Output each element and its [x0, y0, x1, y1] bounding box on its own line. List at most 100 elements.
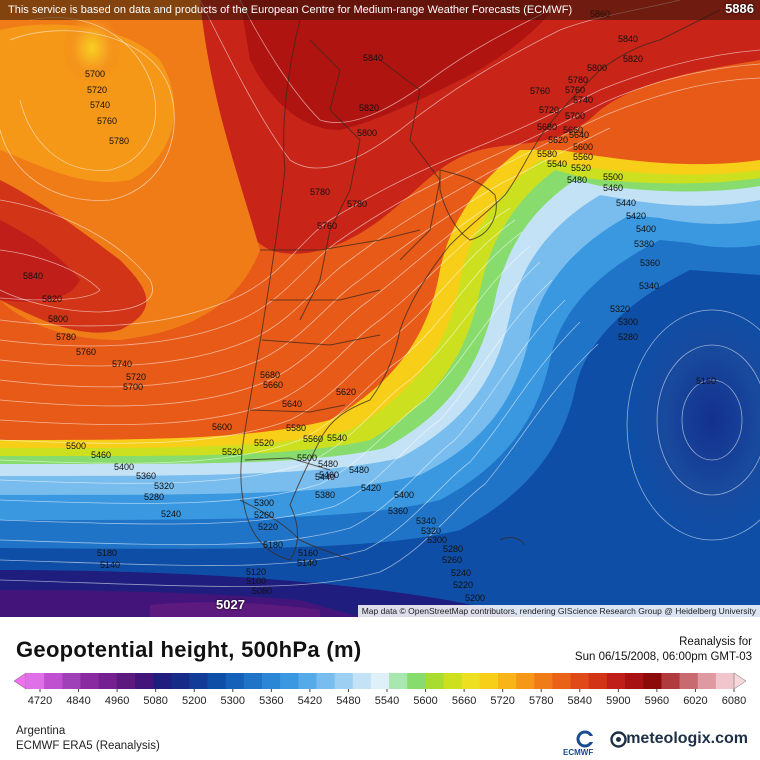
- contour-label: 5500: [603, 172, 623, 182]
- scale-swatch: [425, 673, 445, 689]
- contour-label: 5760: [530, 86, 550, 96]
- contour-label: 5660: [563, 125, 583, 135]
- contour-label: 5800: [587, 63, 607, 73]
- contour-label: 5160: [298, 548, 318, 558]
- contour-label: 5540: [327, 433, 347, 443]
- ecmwf-notice: This service is based on data and produc…: [0, 0, 760, 20]
- contour-label: 5760: [76, 347, 96, 357]
- contour-label: 5280: [144, 492, 164, 502]
- scale-tick-label: 5960: [645, 695, 669, 707]
- contour-label: 5540: [547, 159, 567, 169]
- meteologix-logo-icon[interactable]: [610, 731, 627, 748]
- contour-label: 5400: [114, 462, 134, 472]
- contour-label: 5580: [286, 423, 306, 433]
- scale-tick-label: 5720: [490, 695, 514, 707]
- scale-swatch: [661, 673, 681, 689]
- color-scale: 4720 4840 4960 5080 5200 5300 5360 5420 5480 5540…: [13, 672, 747, 707]
- contour-label: 5240: [161, 509, 181, 519]
- contour-label: 5740: [573, 95, 593, 105]
- scale-swatch: [134, 673, 154, 689]
- max-value-label: 5886: [725, 1, 754, 16]
- meteologix-brand[interactable]: meteologix.com: [626, 730, 748, 747]
- contour-label: 5700: [123, 382, 143, 392]
- reanalysis-info: Reanalysis for Sun 06/15/2008, 06:00pm G…: [575, 635, 752, 665]
- legend-footer: Geopotential height, 500hPa (m) Reanalys…: [0, 617, 760, 760]
- scale-tick-label: 5600: [413, 695, 437, 707]
- contour-label: 5200: [465, 593, 485, 603]
- contour-label: 5660: [263, 380, 283, 390]
- scale-swatch: [625, 673, 644, 689]
- scale-swatch: [643, 673, 662, 689]
- scale-tick-label: 5360: [259, 695, 283, 707]
- scale-swatch: [189, 673, 209, 689]
- scale-tick-label: 4840: [66, 695, 90, 707]
- contour-label: 5780: [310, 187, 330, 197]
- contour-label: 5460: [91, 450, 111, 460]
- contour-label: 5780: [56, 332, 76, 342]
- scale-swatch: [570, 673, 590, 689]
- scale-tick-label: 5300: [221, 695, 245, 707]
- scale-swatch: [588, 673, 608, 689]
- contour-label: 5360: [388, 506, 408, 516]
- scale-swatch: [44, 673, 63, 689]
- scale-swatch: [80, 673, 100, 689]
- contour-label: 5300: [254, 498, 274, 508]
- contour-label: 5100: [246, 576, 266, 586]
- contour-label: 5760: [317, 221, 337, 231]
- contour-label: 5640: [569, 130, 589, 140]
- contour-label: 5140: [297, 558, 317, 568]
- contour-label: 5400: [636, 224, 656, 234]
- contour-label: 5560: [303, 434, 323, 444]
- contour-label: 5780: [347, 199, 367, 209]
- scale-swatch: [225, 673, 245, 689]
- scale-swatch: [552, 673, 572, 689]
- scale-tick-label: 4960: [105, 695, 129, 707]
- scale-tick-label: 5200: [182, 695, 206, 707]
- scale-swatch: [316, 673, 336, 689]
- contour-label: 5480: [567, 175, 587, 185]
- scale-swatch: [697, 673, 717, 689]
- scale-arrow-right: [733, 672, 747, 690]
- scale-swatch: [498, 673, 517, 689]
- contour-label: 5080: [252, 586, 272, 596]
- contour-label: 5340: [416, 516, 436, 526]
- contour-label: 5820: [623, 54, 643, 64]
- contour-label: 5680: [537, 122, 557, 132]
- contour-label: 5260: [442, 555, 462, 565]
- scale-tick-label: 5780: [529, 695, 553, 707]
- contour-label: 5360: [640, 258, 660, 268]
- contour-label: 5380: [315, 490, 335, 500]
- contour-label: 5220: [453, 580, 473, 590]
- contour-label: 5260: [254, 510, 274, 520]
- scale-tick-label: 5660: [452, 695, 476, 707]
- scale-swatch: [334, 673, 354, 689]
- contour-label: 5360: [136, 471, 156, 481]
- contour-label: 5180: [97, 548, 117, 558]
- contour-label: 5460: [603, 183, 623, 193]
- scale-swatch: [280, 673, 299, 689]
- contour-label: 5380: [634, 239, 654, 249]
- scale-swatch: [443, 673, 463, 689]
- ecmwf-logo-icon[interactable]: [563, 729, 607, 759]
- scale-swatch: [516, 673, 535, 689]
- contour-label: 5320: [610, 304, 630, 314]
- contour-label: 5600: [573, 142, 593, 152]
- contour-label: 5620: [336, 387, 356, 397]
- scale-swatch: [153, 673, 172, 689]
- contour-label: 5740: [112, 359, 132, 369]
- scale-swatch: [243, 673, 263, 689]
- contour-labels: 5700572057405760578058405820580057805760…: [23, 9, 716, 603]
- scale-swatch: [171, 673, 190, 689]
- contour-label: 5760: [565, 85, 585, 95]
- scale-swatch: [715, 673, 735, 689]
- scale-swatch: [352, 673, 372, 689]
- contour-label: 5460: [319, 470, 339, 480]
- scale-swatch: [407, 673, 426, 689]
- contour-label: 5160: [696, 376, 716, 386]
- map-panel[interactable]: 5700 5720 5740 5760 5780 5840 5820 5800 5780 5760…: [0, 0, 760, 617]
- region-label: Argentina: [16, 725, 66, 737]
- contour-label: 5280: [443, 544, 463, 554]
- contour-label: 5420: [626, 211, 646, 221]
- contour-label: 5600: [212, 422, 232, 432]
- contour-label: 5820: [359, 103, 379, 113]
